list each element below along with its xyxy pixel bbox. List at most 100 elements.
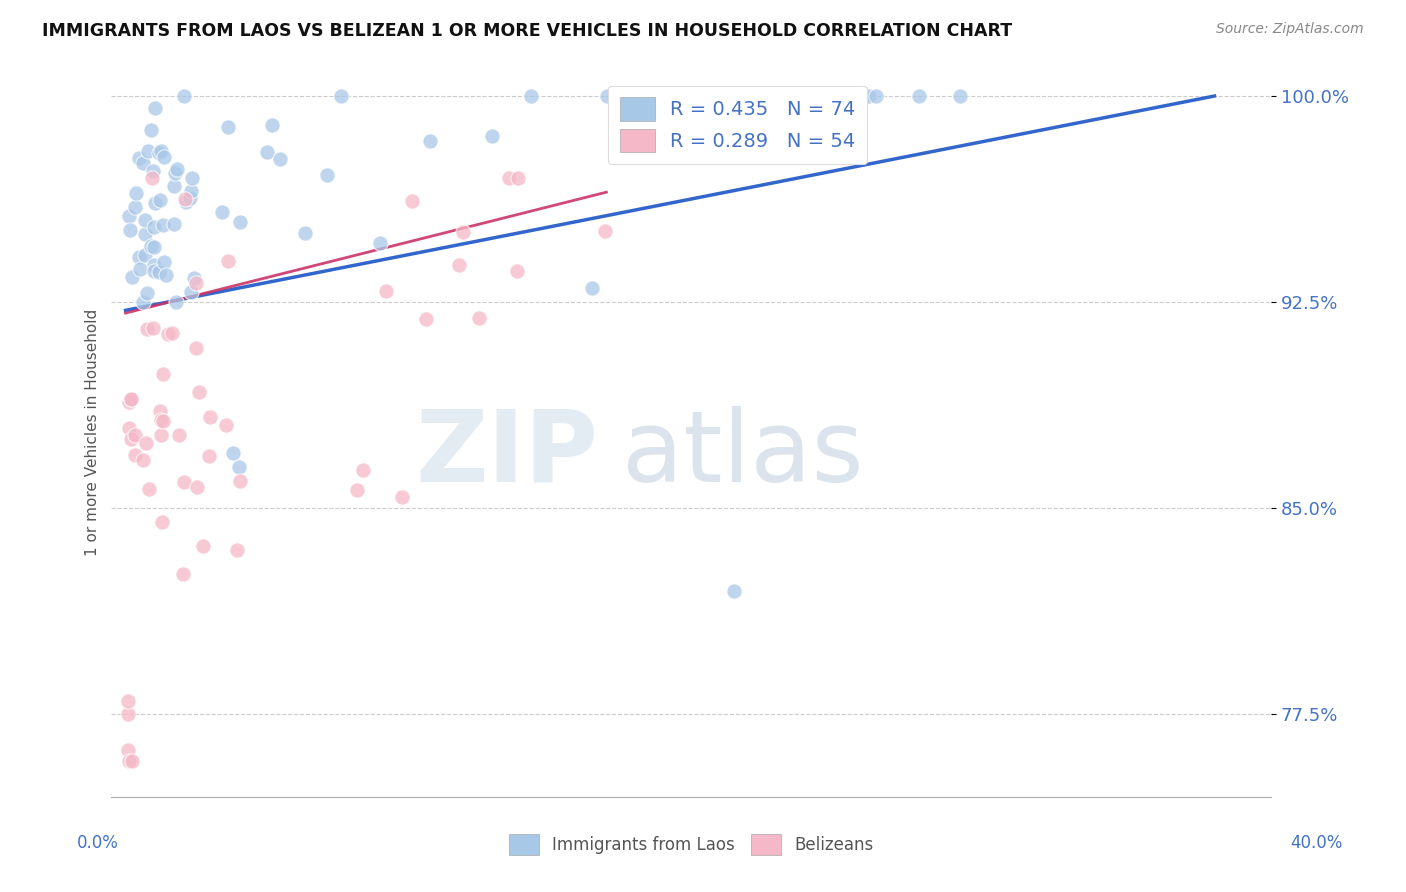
Point xyxy=(152,218,174,232)
Point xyxy=(858,89,880,103)
Point xyxy=(162,326,184,340)
Point xyxy=(294,226,316,240)
Point xyxy=(810,89,832,103)
Point xyxy=(596,89,619,103)
Point xyxy=(690,89,713,103)
Point xyxy=(135,436,157,450)
Point xyxy=(375,285,398,299)
Point xyxy=(124,428,146,442)
Point xyxy=(768,89,790,103)
Point xyxy=(228,474,250,488)
Point xyxy=(165,295,187,310)
Point xyxy=(256,145,278,159)
Point xyxy=(315,168,337,182)
Point xyxy=(197,449,219,463)
Point xyxy=(508,171,530,186)
Point xyxy=(174,195,197,210)
Point xyxy=(141,171,163,186)
Point xyxy=(226,543,249,558)
Point xyxy=(117,743,139,757)
Point xyxy=(124,200,146,214)
Point xyxy=(136,322,159,336)
Point xyxy=(121,270,143,285)
Point xyxy=(163,217,186,231)
Point xyxy=(149,193,172,207)
Point xyxy=(346,483,368,497)
Point xyxy=(124,448,146,462)
Point xyxy=(180,285,202,299)
Point xyxy=(723,583,745,598)
Point xyxy=(132,156,155,170)
Point xyxy=(132,453,155,467)
Point xyxy=(173,475,195,489)
Point xyxy=(217,120,239,135)
Point xyxy=(152,368,174,382)
Point xyxy=(152,414,174,428)
Point xyxy=(217,253,239,268)
Point xyxy=(153,254,176,268)
Point xyxy=(191,539,214,553)
Point xyxy=(368,235,391,250)
Text: 0.0%: 0.0% xyxy=(77,834,120,852)
Text: 40.0%: 40.0% xyxy=(1291,834,1343,852)
Point xyxy=(215,417,238,432)
Point xyxy=(181,171,204,186)
Point xyxy=(136,285,159,300)
Point xyxy=(134,227,156,241)
Point xyxy=(505,264,527,278)
Point xyxy=(120,223,142,237)
Point xyxy=(155,268,177,282)
Point xyxy=(166,161,188,176)
Point xyxy=(118,421,141,435)
Point xyxy=(269,153,291,167)
Point xyxy=(118,395,141,409)
Point xyxy=(134,248,156,262)
Point xyxy=(186,480,208,494)
Point xyxy=(852,89,875,103)
Text: atlas: atlas xyxy=(621,406,863,503)
Point xyxy=(138,144,160,158)
Point xyxy=(228,460,250,475)
Point xyxy=(907,89,929,103)
Point xyxy=(150,144,173,158)
Point xyxy=(451,225,474,239)
Point xyxy=(162,179,184,194)
Point xyxy=(134,213,156,227)
Point xyxy=(391,490,413,504)
Point xyxy=(125,186,148,201)
Point xyxy=(949,89,972,103)
Point xyxy=(148,265,170,279)
Point xyxy=(167,428,190,442)
Point xyxy=(153,150,176,164)
Point xyxy=(401,194,423,209)
Point xyxy=(128,250,150,264)
Point xyxy=(149,413,172,427)
Text: ZIP: ZIP xyxy=(416,406,599,503)
Point xyxy=(118,754,141,768)
Point xyxy=(180,184,202,198)
Point xyxy=(785,89,807,103)
Point xyxy=(754,89,776,103)
Point xyxy=(143,264,166,278)
Point xyxy=(865,89,887,103)
Point xyxy=(149,428,172,442)
Point xyxy=(150,516,173,530)
Point xyxy=(352,463,374,477)
Point xyxy=(143,101,166,115)
Point xyxy=(228,214,250,228)
Point xyxy=(165,166,187,180)
Point xyxy=(132,295,155,310)
Point xyxy=(725,89,748,103)
Point xyxy=(183,271,205,285)
Text: IMMIGRANTS FROM LAOS VS BELIZEAN 1 OR MORE VEHICLES IN HOUSEHOLD CORRELATION CHA: IMMIGRANTS FROM LAOS VS BELIZEAN 1 OR MO… xyxy=(42,22,1012,40)
Point xyxy=(141,122,163,136)
Point xyxy=(118,210,141,224)
Point xyxy=(139,239,162,253)
Y-axis label: 1 or more Vehicles in Household: 1 or more Vehicles in Household xyxy=(86,309,100,557)
Point xyxy=(117,707,139,722)
Legend: Immigrants from Laos, Belizeans: Immigrants from Laos, Belizeans xyxy=(502,828,880,861)
Point xyxy=(581,281,603,295)
Point xyxy=(449,258,471,272)
Point xyxy=(222,446,245,460)
Point xyxy=(120,432,142,446)
